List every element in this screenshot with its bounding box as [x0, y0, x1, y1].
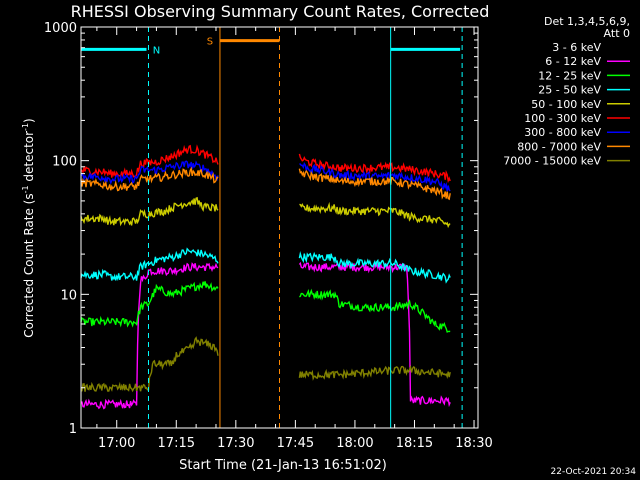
x-tick-label: 18:00 [336, 436, 373, 451]
legend-label: 7000 - 15000 keV [503, 155, 601, 168]
series-line-segment [80, 247, 219, 282]
series-3-6-keV [80, 248, 451, 408]
timestamp: 22-Oct-2021 20:34 [551, 467, 637, 477]
legend-header: Att 0 [604, 27, 630, 40]
x-tick-label: 18:30 [455, 436, 492, 451]
x-tick-label: 17:30 [217, 436, 254, 451]
plot-frame [80, 26, 479, 429]
series-line-segment [299, 288, 451, 333]
chart-title: RHESSI Observing Summary Count Rates, Co… [71, 2, 490, 21]
series-line-segment [298, 364, 451, 381]
series-12-25-keV [80, 281, 451, 333]
legend-label: 3 - 6 keV [552, 41, 601, 54]
y-axis-label: Corrected Count Rate (s-1 detector-1) [21, 118, 36, 337]
series-line-segment [298, 153, 451, 184]
series-50-100-keV [80, 196, 451, 229]
series-line-segment [80, 336, 219, 393]
series-line-segment [299, 201, 451, 229]
legend-label: 25 - 50 keV [538, 84, 601, 97]
series-line-segment [299, 161, 451, 192]
y-tick-label: 1 [69, 422, 77, 437]
series-line-segment [80, 196, 219, 227]
series-line-segment [298, 251, 451, 284]
annotation-interval [390, 27, 463, 428]
series-7000-15000-keV [80, 336, 451, 393]
annotation-label: N [153, 45, 160, 56]
legend-label: 300 - 800 keV [524, 126, 601, 139]
annotation-label: S [207, 37, 213, 48]
y-tick-label: 100 [52, 155, 77, 170]
series-300-800-keV [80, 160, 451, 192]
legend-header: Det 1,3,4,5,6,9, [544, 15, 630, 28]
axis-layer: 1 10 100 1000 17:00 17:15 17:30 17:45 18:00 18:15… [44, 21, 493, 451]
series-line-segment [81, 262, 219, 410]
series-line-segment [80, 160, 219, 185]
x-axis-label: Start Time (21-Jan-13 16:51:02) [179, 458, 387, 473]
series-line-segment [298, 254, 451, 381]
series-line-segment [80, 281, 219, 328]
legend-label: 800 - 7000 keV [517, 140, 601, 153]
series-800-7000-keV [80, 166, 451, 201]
x-tick-label: 17:45 [277, 436, 314, 451]
series-line-segment [80, 144, 219, 178]
series-line-segment [80, 166, 219, 192]
legend-label: 100 - 300 keV [524, 112, 601, 125]
legend-label: 12 - 25 keV [538, 69, 601, 82]
annotation-S: S [207, 27, 280, 428]
series-line-segment [80, 248, 219, 408]
x-tick-label: 18:15 [396, 436, 433, 451]
legend-label: 6 - 12 keV [545, 55, 601, 68]
series-100-300-keV [80, 144, 451, 184]
x-tick-label: 17:00 [98, 436, 135, 451]
series-25-50-keV [80, 247, 451, 284]
legend-label: 50 - 100 keV [531, 98, 601, 111]
y-tick-label: 1000 [44, 21, 77, 36]
x-tick-label: 17:15 [158, 436, 195, 451]
series-line-segment [298, 168, 451, 201]
y-tick-label: 10 [60, 288, 77, 303]
